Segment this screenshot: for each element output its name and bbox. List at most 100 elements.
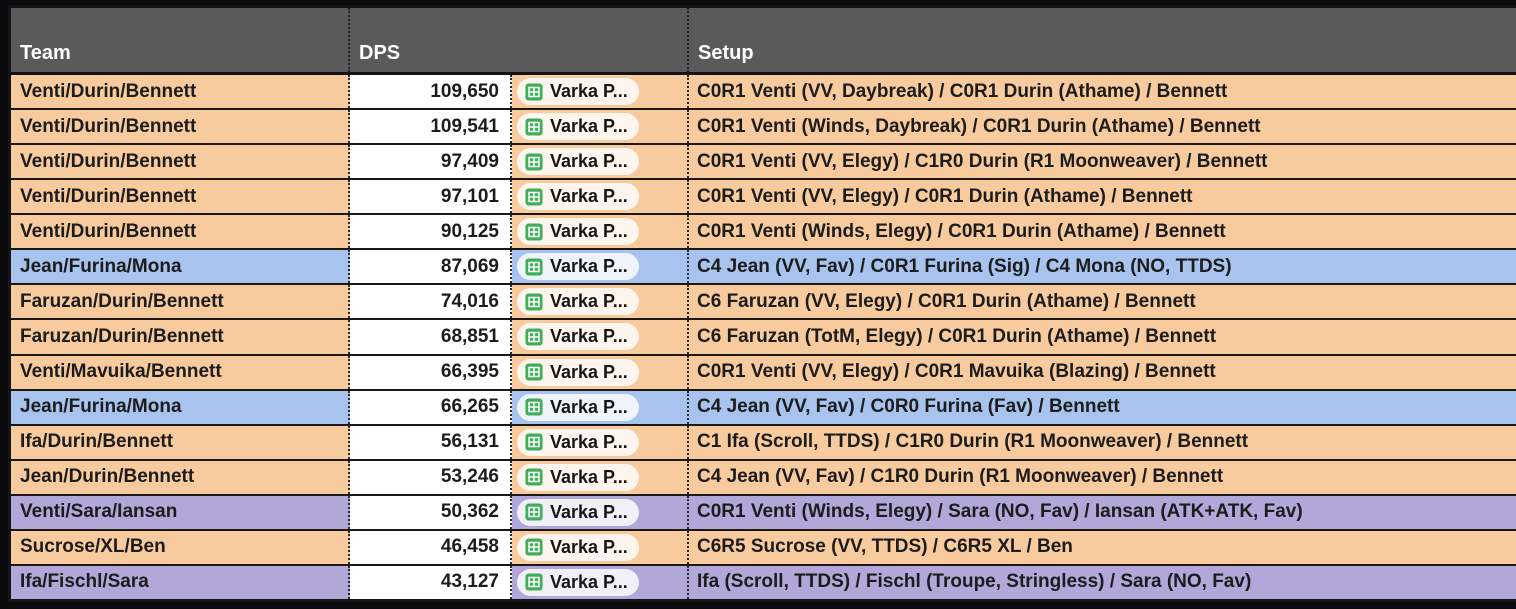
dps-cell[interactable]: 97,409 xyxy=(350,145,512,179)
setup-cell[interactable]: Ifa (Scroll, TTDS) / Fischl (Troupe, Str… xyxy=(697,571,1252,593)
link-chip-cell[interactable]: Varka P... xyxy=(512,530,689,564)
sheet-link-label: Varka P... xyxy=(550,151,628,172)
link-chip-cell[interactable]: Varka P... xyxy=(512,425,689,459)
link-chip-cell[interactable]: Varka P... xyxy=(512,285,689,319)
link-chip-cell[interactable]: Varka P... xyxy=(512,495,689,529)
dps-cell[interactable]: 66,265 xyxy=(350,390,512,424)
setup-cell[interactable]: C0R1 Venti (Winds, Elegy) / C0R1 Durin (… xyxy=(697,220,1226,242)
sheet-link-chip[interactable]: Varka P... xyxy=(517,288,639,316)
link-chip-cell[interactable]: Varka P... xyxy=(512,390,689,424)
setup-cell[interactable]: C0R1 Venti (VV, Elegy) / C0R1 Durin (Ath… xyxy=(697,185,1193,207)
sheet-link-label: Varka P... xyxy=(550,81,628,102)
team-cell[interactable]: Sucrose/XL/Ben xyxy=(11,530,350,564)
dps-cell[interactable]: 50,362 xyxy=(350,495,512,529)
setup-cell[interactable]: C4 Jean (VV, Fav) / C0R0 Furina (Fav) / … xyxy=(697,396,1120,418)
link-chip-cell[interactable]: Varka P... xyxy=(512,215,689,249)
sheets-icon xyxy=(525,82,543,101)
team-cell[interactable]: Faruzan/Durin/Bennett xyxy=(11,320,350,354)
team-cell[interactable]: Jean/Furina/Mona xyxy=(11,250,350,284)
table-row: Venti/Durin/Bennett 109,541 Varka P... C… xyxy=(11,108,1516,144)
sheet-link-chip[interactable]: Varka P... xyxy=(517,218,639,246)
team-cell[interactable]: Ifa/Durin/Bennett xyxy=(11,425,350,459)
setup-cell[interactable]: C0R1 Venti (VV, Daybreak) / C0R1 Durin (… xyxy=(697,80,1228,102)
dps-cell[interactable]: 97,101 xyxy=(350,180,512,214)
dps-cell[interactable]: 43,127 xyxy=(350,565,512,599)
sheet-link-chip[interactable]: Varka P... xyxy=(517,533,639,561)
column-header-setup[interactable]: Setup xyxy=(698,42,754,64)
setup-cell[interactable]: C0R1 Venti (Winds, Elegy) / Sara (NO, Fa… xyxy=(697,501,1303,523)
team-cell[interactable]: Ifa/Fischl/Sara xyxy=(11,565,350,599)
setup-cell[interactable]: C1 Ifa (Scroll, TTDS) / C1R0 Durin (R1 M… xyxy=(697,431,1249,453)
column-header-team[interactable]: Team xyxy=(11,8,350,72)
setup-cell[interactable]: C0R1 Venti (Winds, Daybreak) / C0R1 Duri… xyxy=(697,115,1261,137)
sheet-link-chip[interactable]: Varka P... xyxy=(517,183,639,211)
setup-cell[interactable]: C4 Jean (VV, Fav) / C0R1 Furina (Sig) / … xyxy=(697,255,1232,277)
sheet-link-chip[interactable]: Varka P... xyxy=(517,113,639,141)
dps-cell[interactable]: 46,458 xyxy=(350,530,512,564)
link-chip-cell[interactable]: Varka P... xyxy=(512,145,689,179)
link-chip-cell[interactable]: Varka P... xyxy=(512,460,689,494)
dps-cell[interactable]: 74,016 xyxy=(350,285,512,319)
sheet-link-chip[interactable]: Varka P... xyxy=(517,428,639,456)
link-chip-cell[interactable]: Varka P... xyxy=(512,320,689,354)
sheets-icon xyxy=(525,503,543,521)
sheet-link-chip[interactable]: Varka P... xyxy=(517,393,639,421)
table-row: Venti/Durin/Bennett 109,650 Varka P... C… xyxy=(11,75,1516,109)
dps-cell[interactable]: 109,650 xyxy=(350,75,512,109)
setup-cell[interactable]: C6R5 Sucrose (VV, TTDS) / C6R5 XL / Ben xyxy=(697,536,1073,558)
dps-cell[interactable]: 66,395 xyxy=(350,355,512,389)
table-row: Faruzan/Durin/Bennett 68,851 Varka P... … xyxy=(11,318,1516,354)
setup-cell[interactable]: C4 Jean (VV, Fav) / C1R0 Durin (R1 Moonw… xyxy=(697,466,1224,488)
sheets-icon xyxy=(525,188,543,206)
team-cell[interactable]: Venti/Durin/Bennett xyxy=(11,75,350,109)
link-chip-cell[interactable]: Varka P... xyxy=(512,75,689,109)
sheet-link-chip[interactable]: Varka P... xyxy=(517,358,639,386)
dps-cell[interactable]: 53,246 xyxy=(350,460,512,494)
link-chip-cell[interactable]: Varka P... xyxy=(512,250,689,284)
sheet-link-chip[interactable]: Varka P... xyxy=(517,463,639,491)
link-chip-cell[interactable]: Varka P... xyxy=(512,565,689,599)
sheets-icon xyxy=(525,433,543,451)
team-cell[interactable]: Venti/Durin/Bennett xyxy=(11,145,350,179)
table-row: Faruzan/Durin/Bennett 74,016 Varka P... … xyxy=(11,283,1516,319)
team-cell[interactable]: Faruzan/Durin/Bennett xyxy=(11,285,350,319)
sheets-icon xyxy=(525,398,543,416)
team-cell[interactable]: Venti/Durin/Bennett xyxy=(11,180,350,214)
sheet-link-chip[interactable]: Varka P... xyxy=(517,148,639,176)
setup-cell[interactable]: C0R1 Venti (VV, Elegy) / C0R1 Mavuika (B… xyxy=(697,361,1216,383)
sheet-link-chip[interactable]: Varka P... xyxy=(517,323,639,351)
sheet-link-label: Varka P... xyxy=(550,116,628,137)
sheet-link-label: Varka P... xyxy=(550,571,628,592)
sheet-link-chip[interactable]: Varka P... xyxy=(517,253,639,281)
team-cell[interactable]: Venti/Sara/Iansan xyxy=(11,495,350,529)
link-chip-cell[interactable]: Varka P... xyxy=(512,110,689,144)
table-row: Sucrose/XL/Ben 46,458 Varka P... C6R5 Su… xyxy=(11,528,1516,564)
sheets-icon xyxy=(525,573,543,591)
sheet-link-label: Varka P... xyxy=(550,221,628,242)
sheet-link-chip[interactable]: Varka P... xyxy=(517,568,639,596)
column-header-dps[interactable]: DPS xyxy=(350,8,689,72)
team-cell[interactable]: Jean/Furina/Mona xyxy=(11,390,350,424)
dps-cell[interactable]: 90,125 xyxy=(350,215,512,249)
table-row: Venti/Mavuika/Bennett 66,395 Varka P... … xyxy=(11,353,1516,389)
dps-cell[interactable]: 68,851 xyxy=(350,320,512,354)
team-cell[interactable]: Jean/Durin/Bennett xyxy=(11,460,350,494)
setup-cell[interactable]: C6 Faruzan (TotM, Elegy) / C0R1 Durin (A… xyxy=(697,325,1217,347)
link-chip-cell[interactable]: Varka P... xyxy=(512,355,689,389)
setup-cell[interactable]: C6 Faruzan (VV, Elegy) / C0R1 Durin (Ath… xyxy=(697,290,1196,312)
sheet-link-label: Varka P... xyxy=(550,186,628,207)
dps-cell[interactable]: 87,069 xyxy=(350,250,512,284)
team-cell[interactable]: Venti/Mavuika/Bennett xyxy=(11,355,350,389)
sheet-link-chip[interactable]: Varka P... xyxy=(517,498,639,526)
dps-cell[interactable]: 109,541 xyxy=(350,110,512,144)
sheet-link-label: Varka P... xyxy=(550,501,628,522)
link-chip-cell[interactable]: Varka P... xyxy=(512,180,689,214)
team-cell[interactable]: Venti/Durin/Bennett xyxy=(11,110,350,144)
sheet-link-chip[interactable]: Varka P... xyxy=(517,78,639,106)
table-row: Venti/Durin/Bennett 90,125 Varka P... C0… xyxy=(11,213,1516,249)
sheets-icon xyxy=(525,258,543,276)
team-cell[interactable]: Venti/Durin/Bennett xyxy=(11,215,350,249)
dps-cell[interactable]: 56,131 xyxy=(350,425,512,459)
sheet-link-label: Varka P... xyxy=(550,361,628,382)
setup-cell[interactable]: C0R1 Venti (VV, Elegy) / C1R0 Durin (R1 … xyxy=(697,150,1268,172)
